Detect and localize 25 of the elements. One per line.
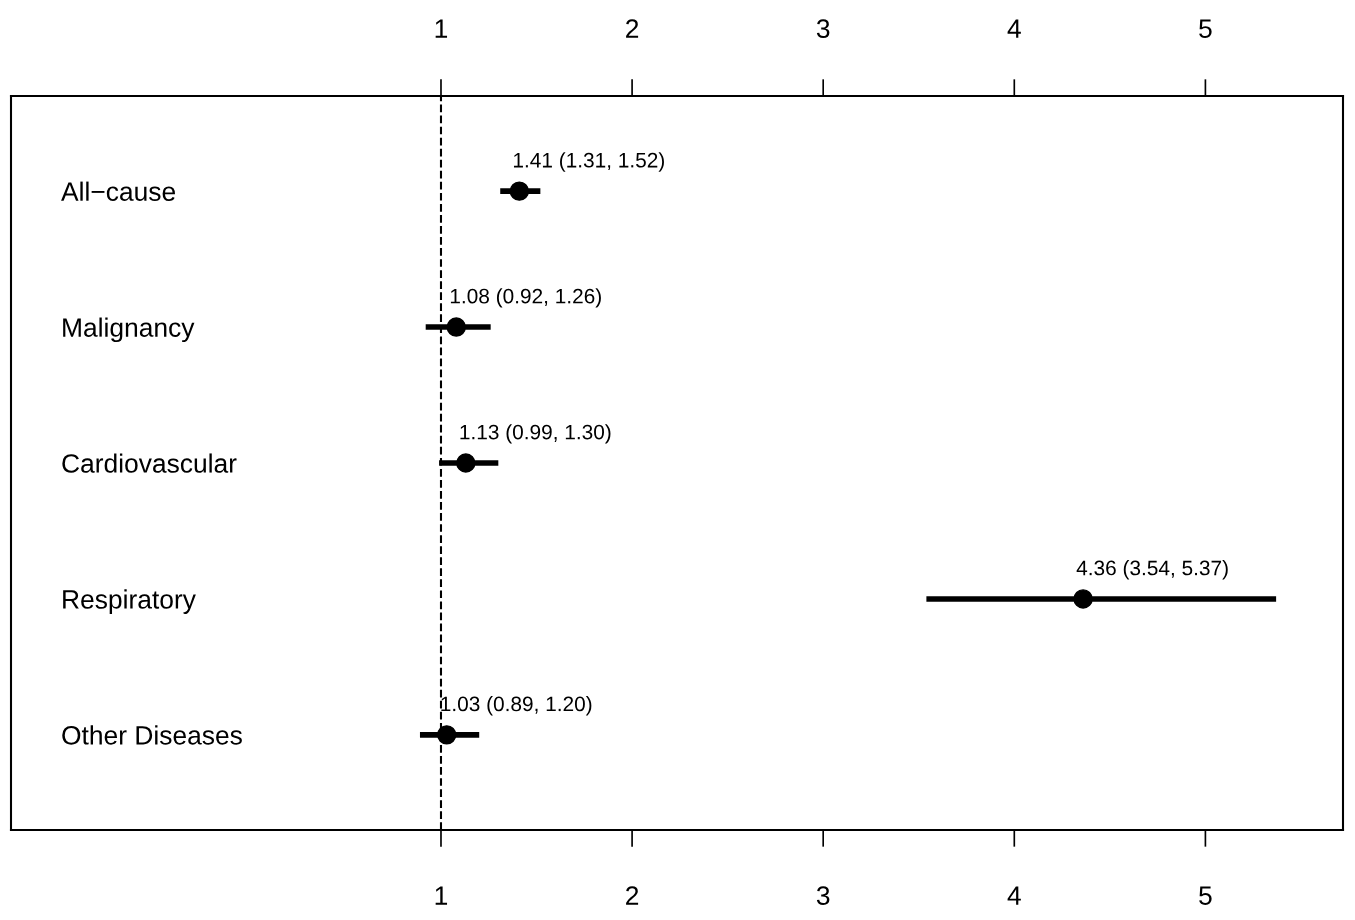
point (446, 317, 466, 337)
x2-tick-label: 1 (435, 19, 448, 38)
y-tick-label: All−cause (61, 181, 175, 201)
y-tick-label: Respiratory (63, 589, 196, 614)
data-label: 1.08 (0.92, 1.26) (450, 288, 601, 308)
point (509, 181, 530, 201)
point (456, 453, 476, 473)
data-label: 1.13 (0.99, 1.30) (460, 424, 611, 444)
x2-tick-label: 2 (626, 19, 639, 38)
x-tick-label: 5 (1199, 886, 1212, 905)
x2-tick-label: 3 (816, 19, 830, 39)
point (436, 725, 457, 745)
x2-tick-label: 5 (1199, 19, 1212, 39)
x-tick-label: 2 (626, 886, 639, 905)
x-tick-label: 3 (816, 886, 830, 905)
y-tick-label: Other Diseases (62, 725, 242, 745)
data-label: 1.41 (1.31, 1.52) (513, 152, 664, 172)
y-tick-label: Cardiovascular (62, 453, 237, 473)
x2-tick-label: 4 (1007, 19, 1021, 38)
x-tick-label: 4 (1007, 886, 1021, 905)
data-label: 4.36 (3.54, 5.37) (1076, 560, 1228, 580)
point (1073, 589, 1093, 609)
data-label: 1.03 (0.89, 1.20) (441, 695, 592, 716)
x-tick-label: 1 (435, 886, 448, 905)
y-tick-label: Malignancy (63, 317, 195, 343)
